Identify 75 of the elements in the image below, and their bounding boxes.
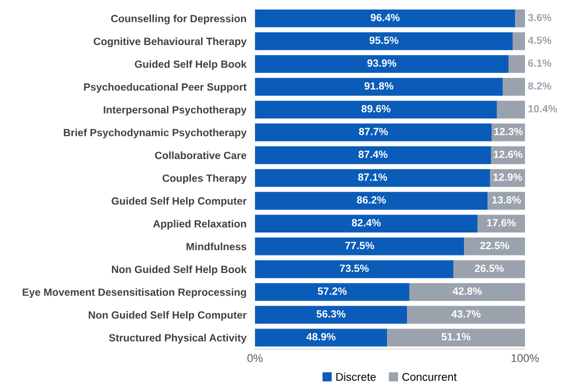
data-label: 12.3%	[494, 128, 523, 136]
data-label: 42.8%	[452, 287, 482, 295]
data-label: 95.5%	[370, 36, 398, 44]
bar	[255, 169, 490, 187]
bar	[477, 214, 525, 232]
data-label: 51.1%	[442, 333, 471, 340]
y-tick-label: Collaborative Care	[155, 151, 246, 160]
bar	[255, 283, 410, 301]
bar	[255, 78, 503, 96]
data-label: 43.7%	[451, 310, 480, 318]
data-label: 4.5%	[528, 36, 552, 44]
data-label: 57.2%	[318, 287, 347, 295]
data-label: 96.4%	[370, 14, 400, 22]
bar	[255, 32, 513, 50]
bar	[255, 238, 464, 256]
bar	[409, 283, 525, 301]
y-tick-label: Structured Physical Activity	[109, 334, 247, 344]
legend-label: Discrete	[336, 372, 376, 381]
y-tick-label: Interpersonal Psychotherapy	[104, 106, 247, 116]
data-label: 8.2%	[528, 82, 552, 90]
y-tick-label: Eye Movement Desensitisation Reprocessing	[22, 288, 246, 298]
bar	[255, 100, 497, 118]
bar	[502, 78, 525, 96]
data-label: 87.1%	[358, 173, 388, 181]
data-label: 10.4%	[528, 105, 558, 112]
y-tick-label: Psychoeducational Peer Support	[84, 83, 247, 93]
bar	[255, 260, 454, 278]
y-tick-label: Brief Psychodynamic Psychotherapy	[64, 128, 247, 138]
bar	[255, 124, 492, 142]
x-tick-label: 0%	[247, 354, 263, 362]
data-label: 26.5%	[474, 264, 504, 272]
bar	[407, 306, 525, 324]
y-tick-label: Mindfulness	[186, 242, 246, 250]
data-label: 12.9%	[493, 173, 522, 181]
bar	[255, 146, 491, 164]
y-tick-label: Couples Therapy	[162, 174, 247, 184]
data-label: 22.5%	[480, 242, 510, 250]
legend-label: Concurrent	[402, 372, 457, 381]
bar	[387, 328, 525, 346]
data-label: 82.4%	[352, 219, 381, 226]
data-label: 87.4%	[358, 150, 388, 158]
data-label: 87.7%	[358, 128, 388, 136]
data-label: 56.3%	[316, 310, 346, 318]
data-label: 17.6%	[487, 219, 516, 226]
bar	[255, 10, 516, 28]
y-tick-label: Guided Self Help Computer	[112, 197, 247, 207]
bar	[464, 238, 525, 256]
data-label: 13.8%	[492, 196, 521, 204]
bar	[508, 55, 525, 73]
data-label: 48.9%	[306, 333, 336, 340]
data-label: 89.6%	[362, 105, 390, 112]
bar	[255, 192, 488, 210]
data-label: 77.5%	[345, 242, 374, 250]
data-label: 3.6%	[528, 14, 552, 22]
y-tick-label: Counselling for Depression	[111, 14, 246, 24]
x-tick-label: 100%	[512, 354, 539, 362]
data-label: 91.8%	[364, 82, 394, 90]
y-tick-label: Applied Relaxation	[153, 220, 246, 230]
y-tick-label: Non Guided Self Help Computer	[88, 311, 247, 321]
bar	[255, 55, 509, 73]
bar	[512, 32, 525, 50]
data-label: 12.6%	[494, 150, 522, 158]
data-label: 93.9%	[367, 59, 396, 67]
data-label: 86.2%	[356, 196, 386, 204]
data-label: 73.5%	[340, 264, 369, 272]
bar	[496, 100, 525, 118]
bar	[453, 260, 525, 278]
y-tick-label: Guided Self Help Book	[134, 60, 247, 70]
data-label: 6.1%	[528, 59, 552, 67]
bar	[515, 10, 525, 28]
bar	[255, 328, 388, 346]
bar	[255, 214, 478, 232]
y-tick-label: Non Guided Self Help Book	[112, 265, 247, 276]
y-tick-label: Cognitive Behavioural Therapy	[94, 37, 247, 48]
bar	[255, 306, 408, 324]
